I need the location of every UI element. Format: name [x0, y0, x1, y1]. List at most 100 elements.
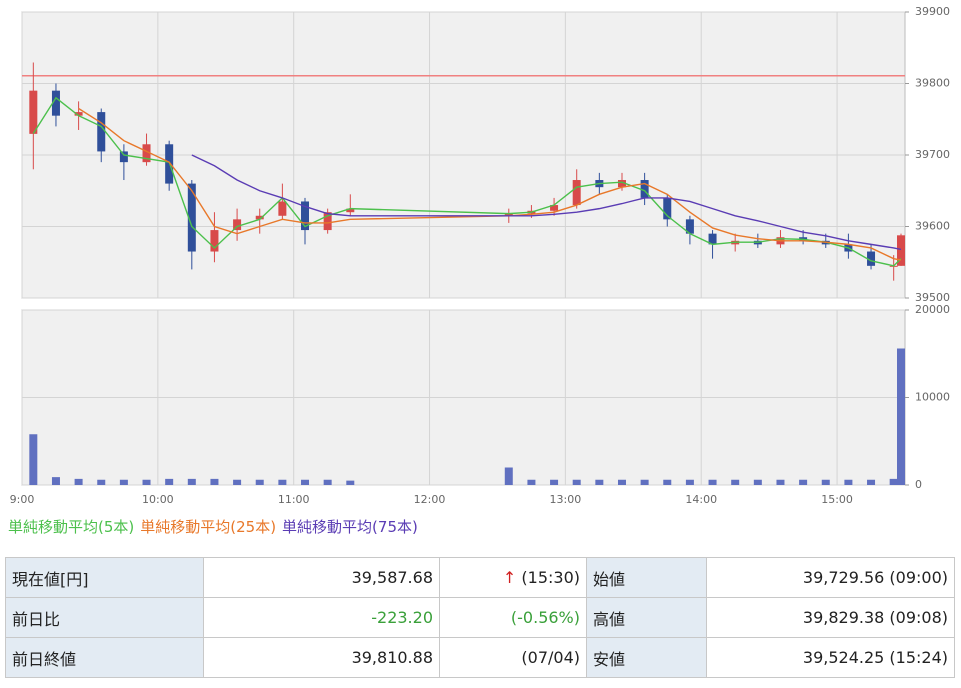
- volume-bar: [323, 479, 332, 485]
- candle-body: [74, 112, 83, 116]
- row: 前日比 -223.20 (-0.56%) 高値 39,829.38 (09:08…: [5, 597, 955, 638]
- chart: 39500 39600 39700 39800 39900 9:00 10:00 11:00 1…: [10, 5, 950, 506]
- x-tick-label: 12:00: [414, 493, 446, 506]
- volume-bar: [776, 479, 785, 485]
- volume-bar: [821, 479, 830, 485]
- candle-body: [187, 183, 196, 252]
- volume-bar: [595, 479, 604, 485]
- volume-bar: [550, 479, 559, 485]
- candle-body: [29, 90, 38, 134]
- x-tick-label: 15:00: [821, 493, 853, 506]
- candle-body: [255, 215, 264, 220]
- row: 前日終値 39,810.88 (07/04) 安値 39,524.25 (15:…: [5, 637, 955, 678]
- volume-bar: [708, 479, 717, 485]
- volume-bar: [301, 479, 310, 485]
- candle-body: [346, 208, 355, 213]
- label: 前日比: [5, 597, 204, 638]
- volume-bar: [187, 478, 196, 485]
- label: 始値: [586, 557, 707, 598]
- volume-bar: [867, 479, 876, 485]
- y-tick-label: 0: [915, 478, 922, 491]
- y-tick-label: 39800: [915, 77, 950, 90]
- candle-body: [572, 180, 581, 206]
- volume-bar: [142, 479, 151, 485]
- candle-body: [640, 180, 649, 198]
- candle-body: [119, 151, 128, 163]
- volume-bar: [233, 479, 242, 485]
- candle-body: [617, 180, 626, 188]
- volume-bar: [74, 478, 83, 485]
- volume-bar: [617, 479, 626, 485]
- legend: 単純移動平均(5本) 単純移動平均(25本) 単純移動平均(75本): [8, 516, 424, 537]
- x-tick-label: 9:00: [10, 493, 35, 506]
- candle-body: [323, 212, 332, 231]
- volume-bar: [51, 477, 60, 485]
- ma-line: [32, 96, 902, 267]
- volume-bar: [685, 479, 694, 485]
- volume-bar: [165, 478, 174, 485]
- value: 39,729.56 (09:00): [706, 557, 955, 598]
- volume-bar: [799, 479, 808, 485]
- y-tick-label: 20000: [915, 303, 950, 316]
- x-tick-label: 11:00: [278, 493, 310, 506]
- volume-bar: [889, 478, 898, 485]
- value: 39,587.68: [203, 557, 440, 598]
- candle-body: [301, 201, 310, 231]
- ma-line: [191, 154, 902, 251]
- y-tick-label: 39500: [915, 291, 950, 304]
- quote-table: 現在値[円] 39,587.68 ↑ (15:30) 始値 39,729.56 …: [5, 557, 955, 678]
- volume-bar: [844, 479, 853, 485]
- volume-bar: [504, 467, 513, 485]
- volume-bar: [119, 479, 128, 485]
- time: (15:30): [521, 568, 580, 587]
- x-tick-label: 14:00: [685, 493, 717, 506]
- volume-bar: [897, 348, 905, 485]
- candle-body: [708, 233, 717, 245]
- volume-bar: [210, 478, 219, 485]
- value: 39,524.25 (15:24): [706, 637, 955, 678]
- value: (-0.56%): [439, 597, 587, 638]
- label: 前日終値: [5, 637, 204, 678]
- arrow: ↑: [502, 568, 517, 587]
- x-tick-label: 10:00: [142, 493, 174, 506]
- y-tick-label: 10000: [915, 391, 950, 404]
- ma-line: [78, 107, 902, 261]
- candle-body: [897, 235, 905, 266]
- volume-bar: [278, 479, 287, 485]
- label: 現在値[円]: [5, 557, 204, 598]
- label: 安値: [586, 637, 707, 678]
- candle-body: [233, 219, 242, 231]
- volume-bar: [29, 434, 38, 485]
- candle-body: [685, 219, 694, 234]
- volume-bar: [255, 479, 264, 485]
- value: 39,829.38 (09:08): [706, 597, 955, 638]
- row: 現在値[円] 39,587.68 ↑ (15:30) 始値 39,729.56 …: [5, 557, 955, 598]
- y-tick-label: 39900: [915, 5, 950, 18]
- value: 39,810.88: [203, 637, 440, 678]
- candle-body: [867, 251, 876, 266]
- volume-bar: [527, 479, 536, 485]
- candle-body: [504, 213, 513, 216]
- volume-bar: [640, 479, 649, 485]
- candle-body: [210, 230, 219, 252]
- candle-body: [142, 144, 151, 163]
- value: -223.20: [203, 597, 440, 638]
- value: (07/04): [439, 637, 587, 678]
- candle-body: [663, 197, 672, 220]
- legend-entry: 単純移動平均(25本): [140, 518, 277, 536]
- candle-body: [51, 90, 60, 116]
- candle-body: [97, 112, 106, 152]
- candle-body: [550, 205, 559, 211]
- y-tick-label: 39600: [915, 220, 950, 233]
- candle-body: [278, 201, 287, 216]
- legend-entry: 単純移動平均(75本): [282, 518, 418, 536]
- volume-bar: [753, 479, 762, 485]
- legend-entry: 単純移動平均(5本): [8, 518, 135, 536]
- volume-bar: [731, 479, 740, 485]
- volume-bar: [346, 480, 355, 485]
- volume-bar: [572, 479, 581, 485]
- y-tick-label: 39700: [915, 148, 950, 161]
- volume-bar: [663, 479, 672, 485]
- value-time: ↑ (15:30): [439, 557, 587, 598]
